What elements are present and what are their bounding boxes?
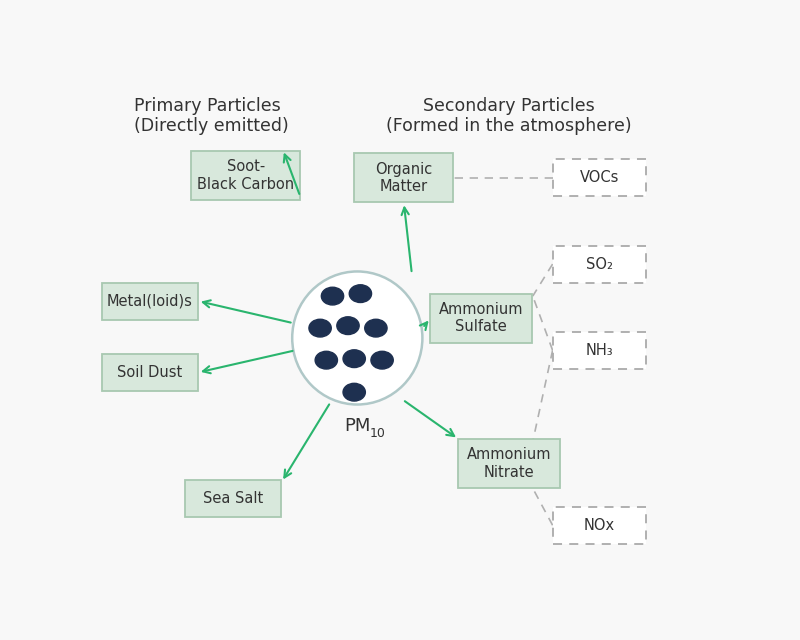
Text: 10: 10 <box>370 427 385 440</box>
Text: VOCs: VOCs <box>579 170 618 186</box>
Circle shape <box>315 351 338 369</box>
Text: NH₃: NH₃ <box>586 343 613 358</box>
Text: Sea Salt: Sea Salt <box>203 491 263 506</box>
Circle shape <box>343 350 366 367</box>
Text: Primary Particles
(Directly emitted): Primary Particles (Directly emitted) <box>134 97 289 135</box>
Circle shape <box>309 319 331 337</box>
FancyBboxPatch shape <box>430 294 533 343</box>
Circle shape <box>322 287 344 305</box>
Text: Organic
Matter: Organic Matter <box>375 162 433 194</box>
Circle shape <box>371 351 394 369</box>
Text: Secondary Particles
(Formed in the atmosphere): Secondary Particles (Formed in the atmos… <box>386 97 632 135</box>
FancyBboxPatch shape <box>186 479 282 516</box>
FancyBboxPatch shape <box>553 507 646 544</box>
Text: Soil Dust: Soil Dust <box>117 365 182 380</box>
FancyBboxPatch shape <box>102 354 198 391</box>
FancyBboxPatch shape <box>553 159 646 196</box>
Text: Ammonium
Nitrate: Ammonium Nitrate <box>467 447 551 480</box>
Text: Metal(loid)s: Metal(loid)s <box>106 294 193 308</box>
Text: Ammonium
Sulfate: Ammonium Sulfate <box>439 302 523 335</box>
Circle shape <box>343 383 366 401</box>
Ellipse shape <box>292 271 422 404</box>
FancyBboxPatch shape <box>191 150 300 200</box>
FancyBboxPatch shape <box>102 282 198 319</box>
FancyBboxPatch shape <box>553 246 646 282</box>
FancyBboxPatch shape <box>354 153 454 202</box>
Text: Soot-
Black Carbon: Soot- Black Carbon <box>197 159 294 191</box>
Text: PM: PM <box>344 417 370 435</box>
Circle shape <box>337 317 359 335</box>
Circle shape <box>350 285 371 303</box>
FancyBboxPatch shape <box>553 332 646 369</box>
Circle shape <box>365 319 387 337</box>
FancyBboxPatch shape <box>458 439 560 488</box>
Text: NOx: NOx <box>583 518 614 532</box>
Text: SO₂: SO₂ <box>586 257 613 271</box>
